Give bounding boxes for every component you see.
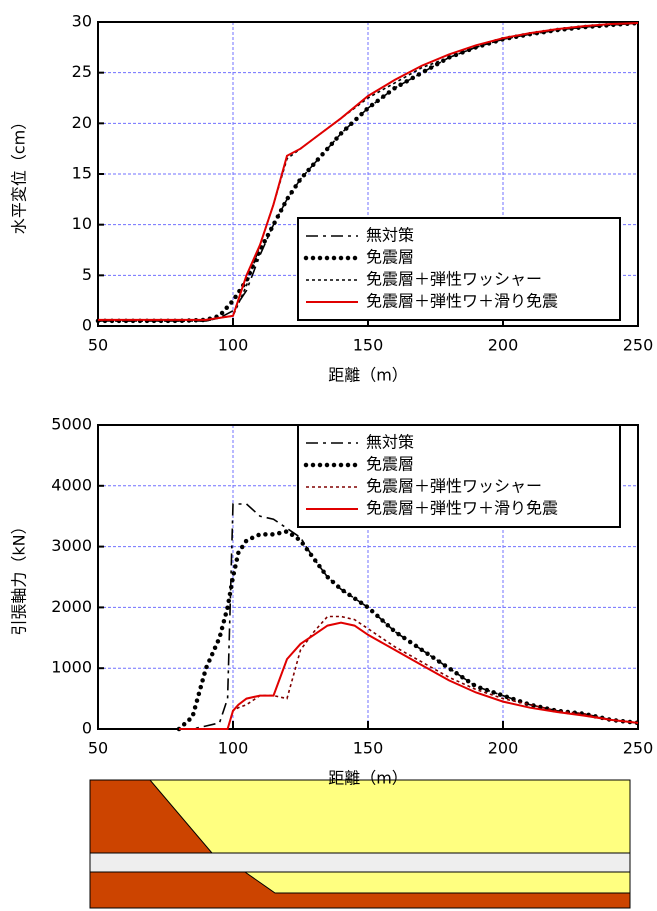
y-tick-label: 30	[72, 12, 92, 31]
legend-label: 免震層＋弾性ワッシャー	[366, 477, 542, 496]
series-line	[179, 621, 639, 730]
y-tick-label: 20	[72, 113, 92, 132]
series-line	[176, 528, 641, 732]
x-tick-label: 200	[488, 336, 519, 355]
series-line	[98, 22, 639, 321]
legend-label: 免震層	[366, 455, 414, 474]
y-tick-label: 0	[82, 719, 92, 738]
chart: 0 5 10 15 20 25 30 50 100 150 200 250 距離（m） 水平変位（cm） 無…	[10, 12, 654, 385]
x-tick-label: 150	[353, 739, 384, 758]
pipe	[89, 852, 631, 873]
x-tick-label: 50	[88, 739, 108, 758]
legend-label: 免震層＋弾性ワッシャー	[366, 270, 542, 289]
legend-label: 免震層	[366, 248, 414, 267]
x-tick-label: 100	[218, 336, 249, 355]
legend-label: 無対策	[366, 433, 414, 452]
x-tick-label: 250	[623, 739, 654, 758]
y-tick-label: 25	[72, 62, 92, 81]
cross-section-diagram	[89, 779, 631, 909]
x-axis-label: 距離（m）	[328, 769, 408, 788]
x-tick-label: 100	[218, 739, 249, 758]
y-tick-label: 5000	[51, 415, 92, 434]
x-tick-label: 250	[623, 336, 654, 355]
x-tick-label: 200	[488, 739, 519, 758]
x-axis-label: 距離（m）	[328, 366, 408, 385]
x-tick-label: 150	[353, 336, 384, 355]
y-tick-label: 0	[82, 316, 92, 335]
y-tick-label: 15	[72, 164, 92, 183]
y-tick-label: 4000	[51, 475, 92, 494]
legend-box	[297, 217, 621, 321]
legend-label: 免震層＋弾性ワ＋滑り免震	[366, 292, 558, 311]
legend-label: 無対策	[366, 226, 414, 245]
y-tick-label: 3000	[51, 536, 92, 555]
y-tick-label: 5	[82, 265, 92, 284]
plot-frame	[97, 21, 639, 327]
legend-label: 免震層＋弾性ワ＋滑り免震	[366, 499, 558, 518]
y-tick-label: 2000	[51, 597, 92, 616]
lower-soil	[243, 871, 631, 894]
y-axis-label: 水平変位（cm）	[10, 114, 29, 234]
series-line	[179, 503, 639, 730]
chart: 0 1000 2000 3000 4000 5000 50 100 150 200 250 距離（m）…	[10, 415, 654, 788]
x-tick-label: 50	[88, 336, 108, 355]
y-tick-label: 10	[72, 214, 92, 233]
y-tick-label: 1000	[51, 658, 92, 677]
y-axis-label: 引張軸力（kN）	[10, 518, 29, 635]
